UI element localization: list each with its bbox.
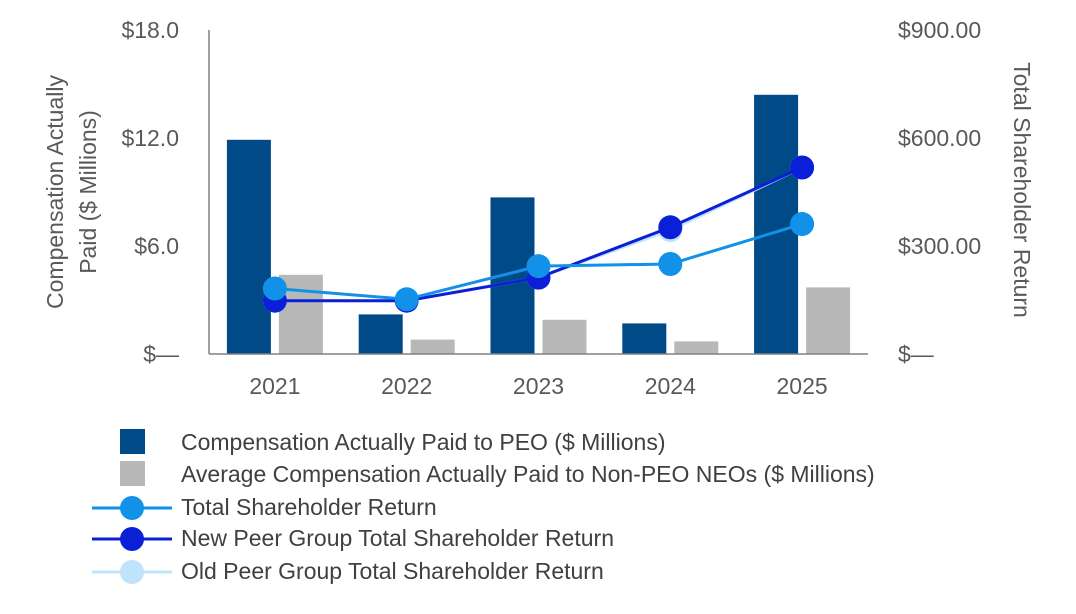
bar-peo-2022 bbox=[358, 314, 403, 354]
left-axis-title-line2: Paid ($ Millions) bbox=[75, 110, 101, 274]
legend-marker-old-peer bbox=[120, 560, 144, 584]
legend-label-peo-cap: Compensation Actually Paid to PEO ($ Mil… bbox=[181, 429, 666, 455]
legend-label-old-peer: Old Peer Group Total Shareholder Return bbox=[181, 558, 604, 584]
right-tick-label: $600.00 bbox=[898, 125, 981, 151]
left-axis-title-line1: Compensation Actually bbox=[42, 75, 68, 309]
legend-swatch-neo-cap bbox=[120, 461, 145, 486]
point-new-peer-2025 bbox=[790, 155, 815, 180]
legend-marker-tsr bbox=[120, 496, 144, 520]
point-new-peer-2024 bbox=[658, 215, 683, 240]
right-tick-label: $900.00 bbox=[898, 17, 981, 43]
bar-neo-2023 bbox=[542, 319, 587, 354]
bar-neo-2022 bbox=[410, 339, 455, 354]
bar-neo-2024 bbox=[674, 341, 719, 354]
point-tsr-2021 bbox=[262, 276, 287, 301]
x-tick-label: 2023 bbox=[513, 373, 564, 399]
left-tick-label: $18.0 bbox=[121, 17, 179, 43]
left-tick-label: $6.0 bbox=[134, 233, 179, 259]
point-tsr-2023 bbox=[526, 254, 551, 279]
right-axis-title: Total Shareholder Return bbox=[1009, 62, 1035, 318]
lines-layer bbox=[262, 155, 815, 313]
x-axis-ticks: 2021 2022 2023 2024 2025 bbox=[249, 373, 827, 399]
legend-label-neo-cap: Average Compensation Actually Paid to No… bbox=[181, 461, 875, 487]
bars-layer bbox=[226, 94, 851, 355]
bar-peo-2021 bbox=[226, 139, 271, 354]
legend-swatch-peo-cap bbox=[120, 429, 145, 454]
point-tsr-2024 bbox=[658, 252, 683, 276]
legend-label-tsr: Total Shareholder Return bbox=[181, 494, 437, 520]
bar-neo-2025 bbox=[806, 287, 851, 354]
left-tick-label: $12.0 bbox=[121, 125, 179, 151]
left-tick-label: $— bbox=[143, 341, 179, 367]
legend-label-new-peer: New Peer Group Total Shareholder Return bbox=[181, 525, 614, 551]
bar-peo-2024 bbox=[622, 323, 667, 354]
x-tick-label: 2025 bbox=[777, 373, 828, 399]
left-axis-ticks: $— $6.0 $12.0 $18.0 bbox=[121, 17, 179, 367]
right-tick-label: $300.00 bbox=[898, 233, 981, 259]
legend-marker-new-peer bbox=[120, 527, 144, 551]
point-tsr-2025 bbox=[790, 212, 815, 237]
right-tick-label: $— bbox=[898, 341, 934, 367]
right-axis-ticks: $— $300.00 $600.00 $900.00 bbox=[898, 17, 981, 367]
x-tick-label: 2022 bbox=[381, 373, 432, 399]
legend: Compensation Actually Paid to PEO ($ Mil… bbox=[92, 429, 875, 584]
point-tsr-2022 bbox=[394, 287, 419, 312]
x-tick-label: 2021 bbox=[249, 373, 300, 399]
x-tick-label: 2024 bbox=[645, 373, 696, 399]
